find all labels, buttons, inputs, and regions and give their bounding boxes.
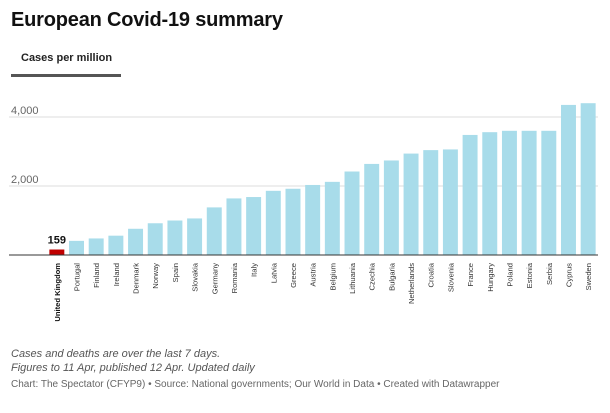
- bar: [265, 190, 281, 255]
- bar: [246, 197, 262, 255]
- bar: [364, 163, 380, 255]
- bar: [226, 198, 242, 255]
- bar: [108, 235, 124, 255]
- bar: [501, 130, 517, 255]
- x-tick-label: Belgium: [328, 263, 337, 290]
- x-tick-label: Bulgaria: [387, 262, 396, 291]
- bar: [482, 132, 498, 255]
- x-tick-label: Italy: [250, 263, 259, 277]
- x-tick-label: United Kingdom: [53, 263, 62, 322]
- x-tick-label: Slovakia: [191, 262, 200, 291]
- x-tick-label: Estonia: [525, 262, 534, 288]
- bar: [69, 240, 84, 255]
- x-tick-label: Hungary: [486, 263, 495, 292]
- bar: [206, 207, 222, 255]
- bar: [383, 160, 399, 255]
- bar: [128, 228, 144, 255]
- note-period: Cases and deaths are over the last 7 day…: [11, 348, 221, 360]
- tab-cases-per-million[interactable]: Cases per million: [11, 50, 121, 77]
- bar-chart: 2,000 4,000 United Kingdom 159 Portugal Finla…: [9, 103, 598, 322]
- x-tick-label: Austria: [309, 262, 318, 286]
- bar: [561, 104, 576, 255]
- chart-title: European Covid-19 summary: [11, 9, 283, 31]
- tab-label: Cases per million: [21, 52, 113, 64]
- bar: [305, 184, 321, 255]
- bar: [187, 218, 203, 255]
- chart-source: Chart: The Spectator (CFYP9) • Source: N…: [11, 379, 500, 390]
- x-tick-label: Finland: [92, 263, 101, 288]
- bar: [49, 249, 65, 255]
- data-label: 159: [48, 235, 66, 247]
- x-tick-label: Norway: [151, 263, 160, 289]
- bar: [521, 130, 537, 255]
- bar: [88, 238, 104, 255]
- bar: [541, 130, 557, 255]
- x-tick-label: Croatia: [427, 262, 436, 287]
- bar: [324, 181, 340, 255]
- y-tick-label: 2,000: [11, 174, 39, 186]
- bar: [423, 150, 439, 255]
- bar: [344, 171, 360, 255]
- bar: [442, 149, 458, 255]
- x-tick-label: Slovenia: [446, 262, 455, 292]
- x-tick-label: France: [466, 263, 475, 287]
- bar: [147, 223, 163, 255]
- bar: [580, 103, 596, 255]
- x-tick-label: Germany: [210, 263, 219, 294]
- bar: [285, 188, 301, 255]
- bar: [167, 220, 183, 255]
- x-tick-label: Latvia: [269, 262, 278, 283]
- x-tick-label: Spain: [171, 263, 180, 282]
- y-tick-label: 4,000: [11, 105, 39, 117]
- x-tick-label: Romania: [230, 262, 239, 293]
- x-tick-label: Poland: [505, 263, 514, 287]
- note-dates: Figures to 11 Apr, published 12 Apr. Upd…: [11, 362, 255, 374]
- x-tick-label: Ireland: [112, 263, 121, 286]
- x-tick-label: Sweden: [584, 263, 593, 290]
- bar: [403, 153, 419, 255]
- chart-notes: Cases and deaths are over the last 7 day…: [11, 347, 255, 375]
- x-tick-label: Lithuania: [348, 262, 357, 294]
- x-tick-label: Serbia: [545, 262, 554, 285]
- x-tick-label: Cyprus: [564, 263, 573, 287]
- x-tick-label: Portugal: [73, 263, 82, 292]
- x-tick-label: Denmark: [132, 263, 141, 294]
- bar: [462, 134, 478, 255]
- x-tick-label: Netherlands: [407, 263, 416, 304]
- x-tick-label: Czechia: [368, 262, 377, 290]
- x-tick-label: Greece: [289, 263, 298, 288]
